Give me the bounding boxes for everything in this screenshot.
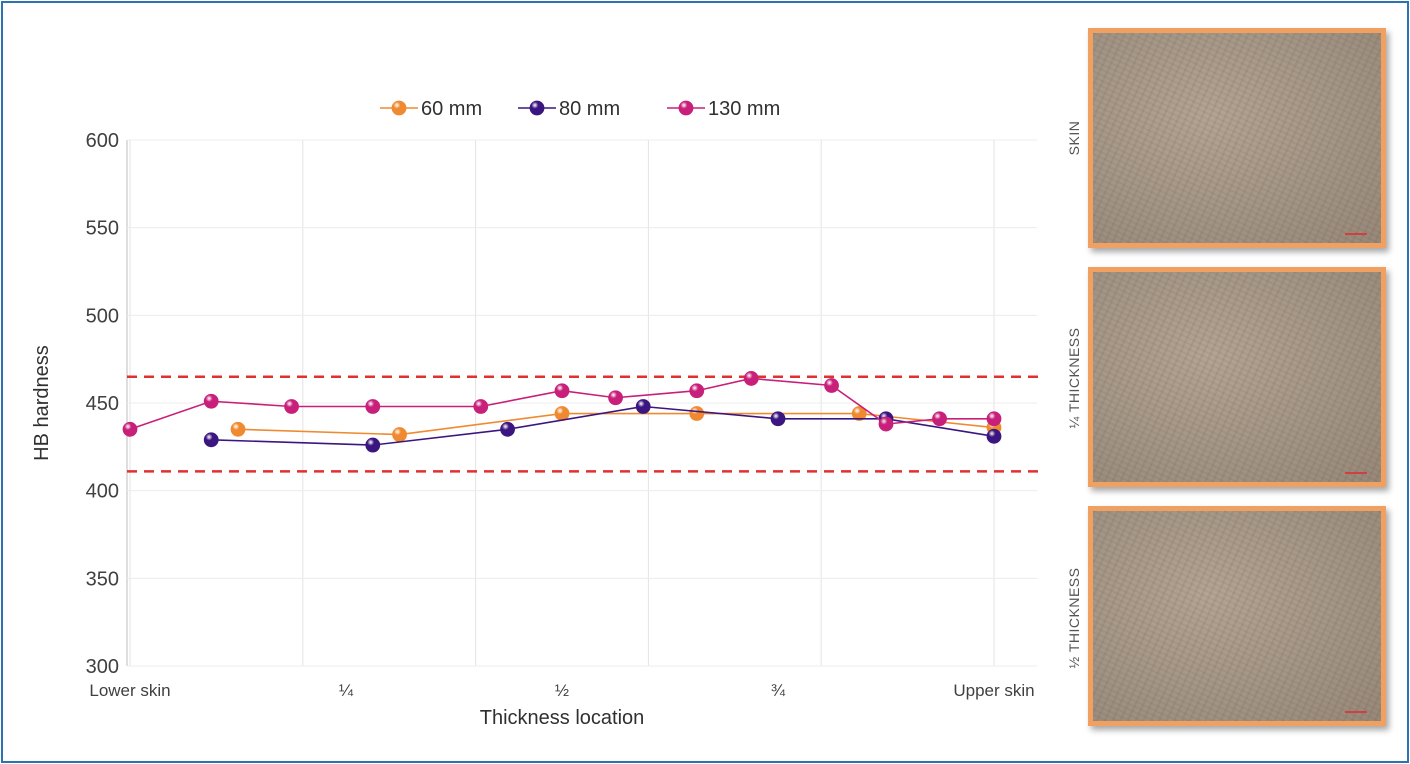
data-point [932,411,947,427]
data-point [554,383,570,399]
data-point [122,421,138,437]
data-point [230,421,246,437]
y-tick-label: 500 [86,305,119,327]
x-tick-label: Upper skin [953,681,1034,700]
legend-marker [678,100,694,116]
data-point [608,390,623,406]
micrograph-label-skin: SKIN [1066,120,1082,156]
data-point [635,399,651,414]
legend-marker [391,100,407,116]
y-tick-label: 600 [86,130,119,152]
data-point [284,399,299,414]
data-point [689,406,705,421]
micrograph-quarter-thickness [1088,267,1386,487]
x-tick-label: ½ [555,681,569,700]
data-point [365,437,381,453]
legend-label: 80 mm [559,98,620,120]
micrograph-label-half: ½ THICKNESS [1066,567,1082,669]
y-tick-label: 450 [86,393,119,415]
x-tick-label: ¾ [771,681,786,700]
scale-bar [1345,472,1367,474]
series-line-80-mm [211,405,995,446]
micrograph-label-quarter: ¼ THICKNESS [1066,327,1082,429]
hardness-line-chart: 300 350 400 450 500 550 600 Lower skin ¼ ½ ¾ Upper … [31,98,1040,729]
data-point [203,432,219,448]
legend-label: 130 mm [708,98,780,120]
data-point [986,411,1002,427]
y-tick-label: 350 [86,568,119,590]
y-axis-title: HB hardness [31,345,53,461]
data-point [986,428,1002,444]
legend-label: 60 mm [421,98,482,120]
scale-bar [1345,711,1367,713]
data-point [203,393,219,409]
micrograph-half-thickness [1088,506,1386,726]
data-point [689,383,705,399]
x-tick-label: Lower skin [89,681,170,700]
y-tick-label: 400 [86,481,119,503]
data-point [554,406,570,421]
data-point [473,399,489,414]
data-point [743,371,759,386]
data-point [365,399,381,414]
data-point [878,416,894,432]
data-point [500,421,515,437]
micrograph-skin [1088,28,1386,248]
scale-bar [1345,233,1367,235]
legend-marker [529,100,545,116]
y-tick-label: 300 [86,656,119,678]
x-axis-title: Thickness location [480,707,645,729]
data-point [770,411,786,427]
data-point [392,427,407,442]
data-point [851,406,867,421]
y-tick-label: 550 [86,218,119,240]
x-tick-label: ¼ [339,681,354,700]
data-point [824,378,839,393]
